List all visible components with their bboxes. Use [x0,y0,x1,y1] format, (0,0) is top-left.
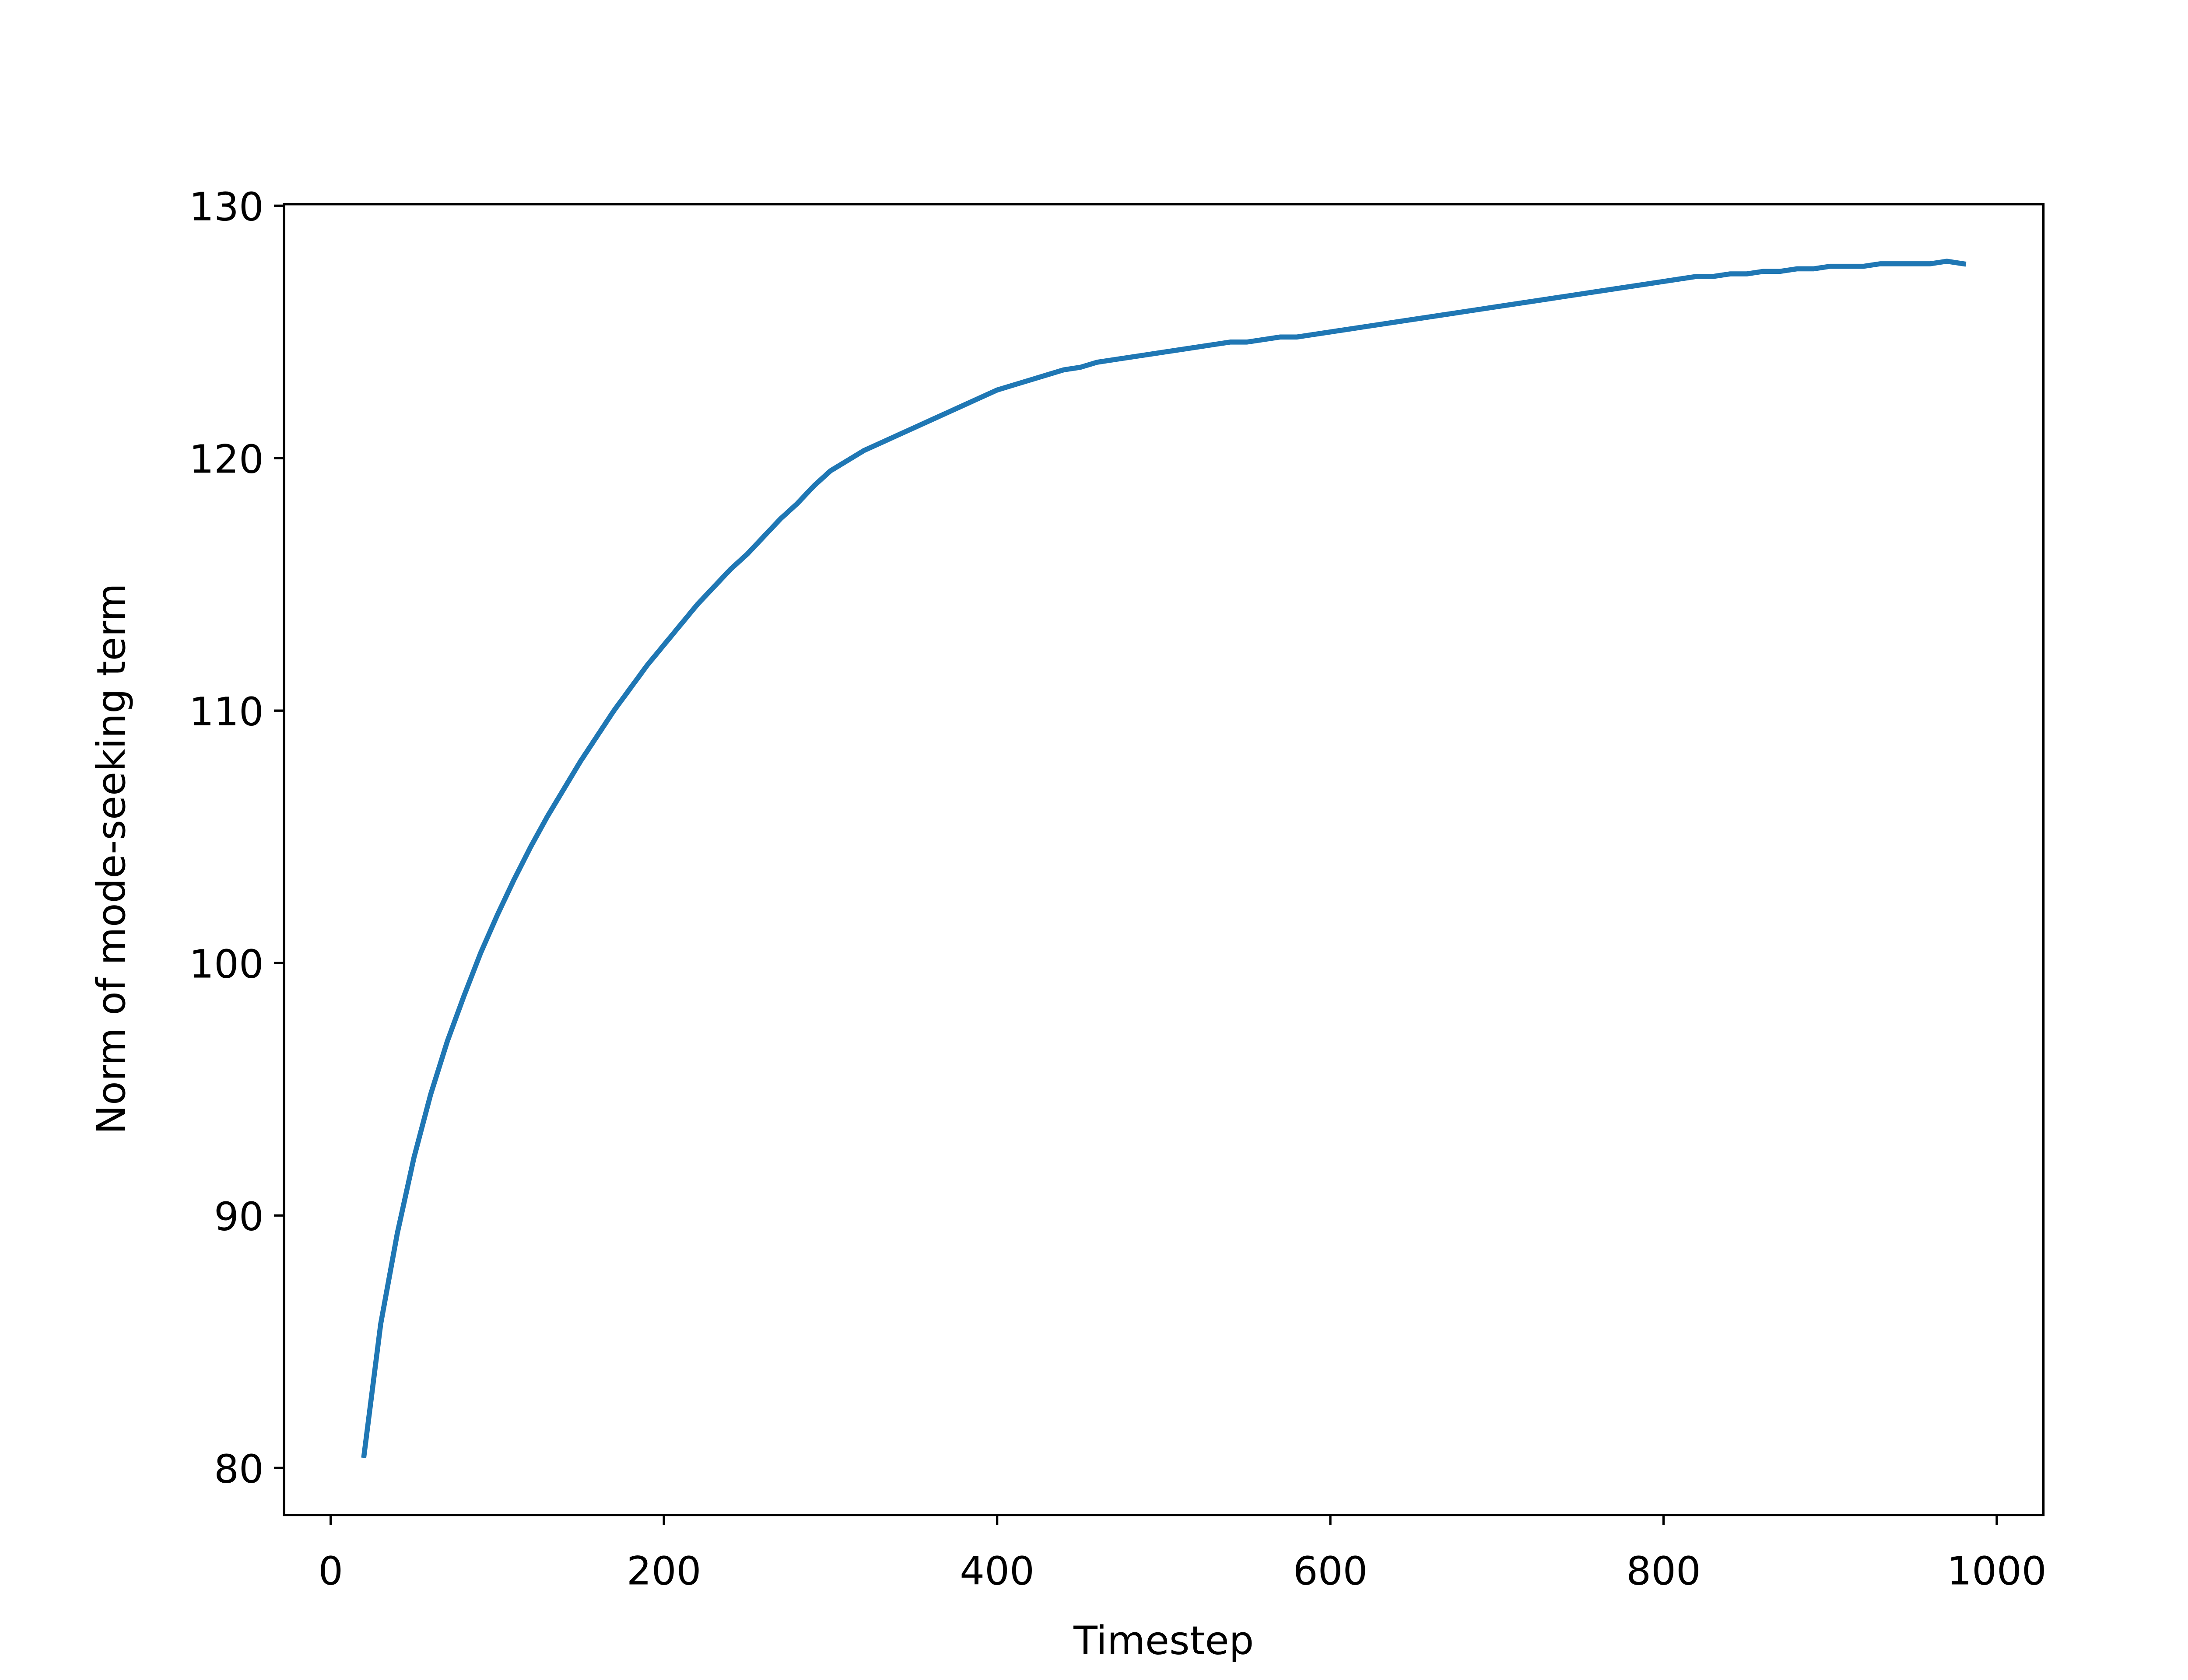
x-tick-label: 1000 [1947,1549,2047,1594]
x-axis-label: Timestep [1073,1618,1254,1663]
line [361,259,1967,1458]
y-tick-label: 90 [214,1194,264,1239]
x-tick-label: 800 [1626,1549,1701,1594]
x-tick-label: 600 [1293,1549,1368,1594]
y-tick-label: 100 [189,942,264,987]
x-tick-label: 200 [627,1549,701,1594]
y-tick-label: 80 [214,1446,264,1492]
y-tick-label: 120 [189,437,264,482]
x-tick-label: 400 [960,1549,1034,1594]
x-tick-label: 0 [318,1549,343,1594]
axes-frame [283,203,2045,1516]
y-tick-label: 110 [189,689,264,735]
y-axis-label: Norm of mode-seeking term [89,583,134,1134]
y-tick-label: 130 [189,184,264,230]
